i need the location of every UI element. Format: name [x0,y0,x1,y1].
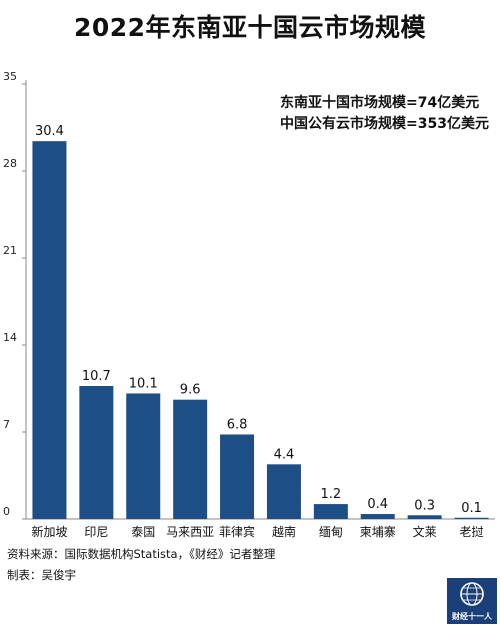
x-category-label: 泰国 [131,525,155,539]
bar-value-label: 0.3 [414,498,435,513]
y-tick-label: 0 [3,505,10,518]
bar [32,141,67,519]
bar [360,514,395,519]
x-category-label: 印尼 [84,525,108,539]
brand-logo: 财经十一人 [447,578,497,624]
maker-note: 制表：吴俊宇 [7,568,76,582]
x-category-label: 马来西亚 [166,525,214,539]
y-tick-label: 35 [3,70,17,83]
bar-value-label: 30.4 [35,124,64,139]
bar [454,517,489,519]
bar [266,464,301,519]
y-tick-label: 28 [3,157,17,170]
x-category-label: 越南 [272,524,296,539]
bar [173,399,208,519]
annotation-china-market: 中国公有云市场规模=353亿美元 [280,116,489,132]
x-category-label: 菲律宾 [219,524,255,539]
bar-value-label: 6.8 [227,417,248,432]
source-note: 资料来源：国际数据机构Statista，《财经》记者整理 [7,547,276,561]
bar [407,515,442,519]
x-category-label: 缅甸 [319,525,343,539]
y-tick-label: 7 [3,418,10,431]
x-category-label: 老挝 [460,525,484,539]
bar-value-label: 1.2 [321,487,342,502]
bar-value-label: 9.6 [180,383,201,398]
bar [126,393,161,519]
logo-text: 财经十一人 [452,612,492,621]
x-category-label: 柬埔寨 [360,524,396,539]
bar-value-label: 4.4 [274,447,295,462]
annotation-sea-market: 东南亚十国市场规模=74亿美元 [280,95,480,111]
bar-chart: 0 7 14 21 28 35 30.4 新加坡 10.7 印尼 10.1 泰国 9.6 马来西亚 6.8 菲… [3,70,495,539]
bar-value-label: 0.1 [461,501,482,516]
bar-value-label: 0.4 [367,497,388,512]
x-category-label: 文莱 [413,524,437,539]
bar-value-label: 10.7 [82,369,111,384]
globe-icon [460,582,484,606]
chart-title: 2022年东南亚十国云市场规模 [73,13,427,42]
bar [79,386,114,519]
bar-value-label: 10.1 [129,376,158,391]
bar [220,434,255,519]
y-tick-label: 21 [3,244,17,257]
x-category-label: 新加坡 [31,524,67,539]
y-tick-label: 14 [3,331,17,344]
bar [313,504,348,519]
